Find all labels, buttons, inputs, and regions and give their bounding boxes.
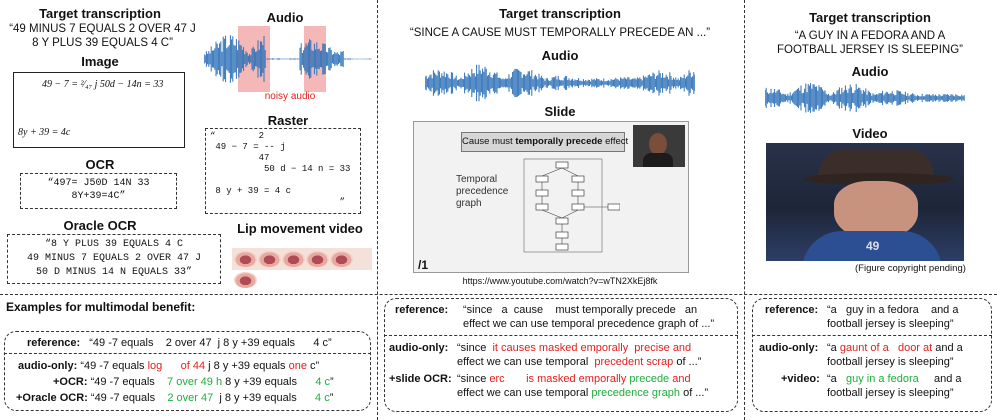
figure-copyright: (Figure copyright pending)	[855, 263, 966, 274]
lip-heading: Lip movement video	[237, 221, 363, 236]
ex2-slide-ocr-label: +slide OCR:	[389, 373, 452, 385]
raster-box: “ 2 49 − 7 = -- j 47 50 d − 14 n = 33 8 …	[205, 128, 361, 214]
oracle-ocr-box: “8 Y PLUS 39 EQUALS 4 C 49 MINUS 7 EQUAL…	[7, 234, 221, 284]
section-divider	[0, 294, 997, 295]
col1-audio-heading: Audio	[266, 10, 304, 25]
col3-target-heading: Target transcription	[809, 10, 931, 25]
graph-edge	[561, 209, 579, 219]
col1-target-text: “49 MINUS 7 EQUALS 2 OVER 47 J 8 Y PLUS …	[9, 23, 196, 49]
example-box-2: reference: “since a cause must temporall…	[384, 298, 738, 412]
ex3-video: “a guy in a fedora and a football jersey…	[827, 373, 962, 399]
graph-node	[571, 189, 585, 197]
presenter-thumbnail	[633, 125, 685, 167]
ex2-reference: reference:	[395, 304, 449, 316]
ex1-reference: reference: “49 -7 equals 2 over 47 j 8 y…	[27, 337, 332, 349]
col1-audio-waveform	[204, 26, 372, 92]
ex2-audio-only: “since it causes masked emporally precis…	[457, 342, 702, 368]
col1-target-heading: Target transcription	[39, 6, 161, 21]
examples-heading: Examples for multimodal benefit:	[6, 300, 196, 314]
image-eq1: 49 − 7 = ²⁄₄₇ j 50d − 14n = 33	[42, 79, 164, 90]
image-panel: 49 − 7 = ²⁄₄₇ j 50d − 14n = 33 8y + 39 =…	[13, 72, 185, 148]
graph-node	[555, 217, 569, 225]
slide-side-label: Temporal precedence graph	[456, 174, 509, 209]
graph-node	[571, 203, 585, 211]
ex2-reference-text: “since a cause must temporally precede a…	[463, 304, 715, 330]
col2-audio-heading: Audio	[541, 48, 579, 63]
graph-edge	[541, 167, 563, 177]
ex3-audio-only-label: audio-only:	[759, 342, 819, 354]
waveform-trace	[204, 35, 372, 83]
graph-edge	[541, 209, 563, 219]
col2-audio-waveform	[425, 64, 695, 102]
waveform-trace	[765, 83, 965, 113]
ex3-video-label: +video:	[781, 373, 820, 385]
graph-node	[571, 175, 585, 183]
noisy-audio-label: noisy audio	[264, 91, 316, 102]
graph-node	[555, 231, 569, 239]
oracle-ocr-heading: Oracle OCR	[63, 218, 137, 233]
ex3-audio-only: “a gaunt of a door at and a football jer…	[827, 342, 963, 368]
lip-movement-video	[232, 248, 372, 288]
graph-node	[535, 175, 549, 183]
precedence-graph	[523, 158, 620, 253]
ex3-reference-text: “a guy in a fedora and a football jersey…	[827, 304, 959, 330]
ex1-oracle-ocr: +Oracle OCR: “49 -7 equals 2 over 47 j 8…	[16, 392, 334, 404]
ex2-slide-ocr: “since erc is masked emporally precede a…	[457, 373, 709, 399]
slide-title-box: Cause must temporally precede effect	[461, 132, 628, 152]
ex2-audio-only-label: audio-only:	[389, 342, 449, 354]
col2-target-text: “SINCE A CAUSE MUST TEMPORALLY PRECEDE A…	[409, 27, 711, 39]
image-eq2: 8y + 39 = 4c	[18, 127, 71, 138]
col2-target-heading: Target transcription	[499, 6, 621, 21]
ocr-heading: OCR	[85, 157, 115, 172]
col3-audio-heading: Audio	[851, 64, 889, 79]
image-heading: Image	[81, 54, 119, 69]
ex1-audio-only: audio-only: “49 -7 equals log of 44 j 8 …	[18, 360, 320, 372]
column-divider-1	[377, 0, 378, 420]
video-heading: Video	[852, 126, 888, 141]
graph-node	[535, 203, 549, 211]
ex1-ocr: +OCR: “49 -7 equals 7 over 49 h 8 y +39 …	[53, 376, 334, 388]
slide-url: https://www.youtube.com/watch?v=wTN2XkEj…	[462, 276, 658, 286]
example-box-1: reference: “49 -7 equals 2 over 47 j 8 y…	[4, 331, 371, 411]
graph-node	[607, 203, 620, 211]
column-divider-2	[744, 0, 745, 420]
waveform-trace	[425, 64, 695, 102]
raster-heading: Raster	[267, 113, 309, 128]
ocr-box: “497= J50D 14N 33 8Y+39=4C”	[20, 173, 177, 209]
ex3-reference-label: reference:	[765, 304, 819, 316]
graph-node	[555, 243, 569, 251]
example-box-3: reference: “a guy in a fedora and a foot…	[752, 298, 992, 412]
slide-image: Cause must temporally precede effect Tem…	[413, 121, 689, 273]
slide-heading: Slide	[544, 104, 576, 119]
graph-node	[535, 189, 549, 197]
col3-audio-waveform	[765, 83, 965, 113]
graph-frame	[523, 158, 603, 253]
graph-node	[555, 161, 569, 169]
video-frame: 49	[766, 143, 964, 261]
slide-logo-icon: /1	[418, 258, 429, 272]
graph-edge	[561, 167, 579, 177]
col3-target-text: “A GUY IN A FEDORA AND A FOOTBALL JERSEY…	[777, 30, 963, 56]
